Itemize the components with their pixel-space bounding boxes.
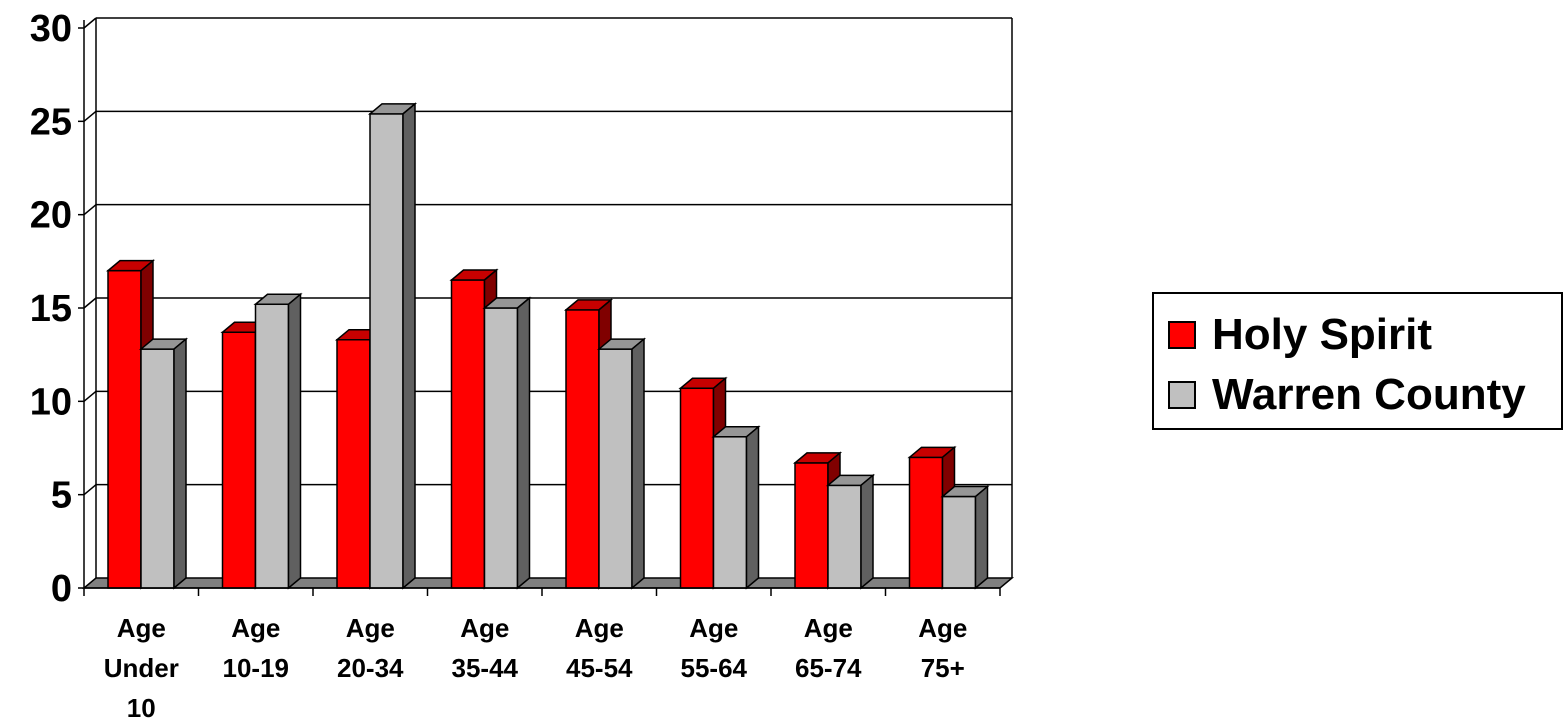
bar-front-holy-spirit-4 [565, 309, 600, 589]
bar-front-holy-spirit-0 [107, 269, 142, 589]
bar-front-warren-county-0 [140, 348, 175, 589]
y-tick-label-25: 25 [30, 101, 72, 143]
y-tick-label-0: 0 [51, 568, 72, 610]
x-tick-label-2: Age 20-34 [337, 613, 404, 683]
x-tick-label-7: Age 75+ [918, 613, 967, 683]
x-tick-label-line: Age [460, 613, 509, 643]
bar-side-warren-county-0 [173, 337, 187, 590]
bar-warren-county-5 [711, 425, 761, 590]
x-tick-label-line: Age [804, 613, 853, 643]
x-tick-label-line: 10-19 [223, 653, 290, 683]
plot-walls [81, 18, 1015, 589]
axes [78, 20, 1001, 596]
x-tick-label-4: Age 45-54 [566, 613, 633, 683]
bar-front-holy-spirit-2 [336, 338, 371, 589]
bar-side-warren-county-7 [974, 484, 989, 590]
gridline-side-5 [83, 484, 97, 496]
bar-side-warren-county-1 [287, 292, 302, 590]
gridline-side-10 [83, 390, 97, 402]
bars [105, 102, 990, 590]
legend-item-holy-spirit: Holy Spirit [1168, 310, 1432, 360]
legend-item-warren-county: Warren County [1168, 370, 1526, 420]
y-tick-label-20: 20 [30, 195, 72, 237]
bar-front-warren-county-6 [827, 484, 862, 589]
x-tick-label-line: 55-64 [681, 653, 748, 683]
y-tick-labels: 0 5 10 15 20 25 30 [30, 8, 72, 610]
bar-warren-county-6 [825, 473, 876, 590]
legend-label-holy-spirit: Holy Spirit [1212, 310, 1433, 359]
x-tick-label-1: Age 10-19 [223, 613, 290, 683]
x-tick-labels: Age Under 10 Age 10-19 Age 20-34 Age 35-44 Age 45-… [104, 613, 968, 723]
bar-front-warren-county-4 [598, 348, 633, 589]
bar-front-warren-county-1 [254, 303, 290, 589]
y-tick-label-30: 30 [30, 8, 72, 50]
bar-side-warren-county-3 [516, 296, 531, 590]
bar-front-warren-county-5 [712, 436, 748, 589]
bar-warren-county-0 [138, 337, 189, 590]
bar-side-warren-county-4 [631, 337, 645, 590]
bar-front-warren-county-7 [941, 495, 977, 589]
bar-warren-county-4 [596, 337, 647, 590]
bar-front-holy-spirit-5 [679, 387, 715, 589]
gridline-side-20 [83, 204, 97, 216]
bar-warren-county-2 [367, 102, 418, 590]
gridline-side-30 [83, 17, 97, 29]
x-tick-label-line: Age [689, 613, 738, 643]
bar-side-warren-county-2 [402, 102, 416, 590]
y-tick-label-5: 5 [51, 475, 72, 517]
y-tick-label-15: 15 [30, 288, 72, 330]
bar-front-holy-spirit-6 [794, 462, 829, 589]
x-tick-label-line: 65-74 [795, 653, 862, 683]
bar-warren-county-1 [253, 292, 303, 590]
x-tick-label-line: 20-34 [337, 653, 404, 683]
x-tick-label-line: 10 [127, 693, 156, 723]
legend: Holy Spirit Warren County [1152, 292, 1563, 430]
x-tick-label-0: Age Under 10 [104, 613, 179, 723]
legend-swatch-warren-county [1168, 381, 1196, 409]
x-tick-label-line: Under [104, 653, 179, 683]
x-tick-label-line: Age [918, 613, 967, 643]
legend-swatch-holy-spirit [1168, 321, 1196, 349]
x-tick-label-6: Age 65-74 [795, 613, 862, 683]
gridline-side-25 [83, 110, 97, 122]
x-tick-label-line: Age [117, 613, 166, 643]
x-tick-label-line: 75+ [921, 653, 965, 683]
x-tick-label-line: 45-54 [566, 653, 633, 683]
bar-front-holy-spirit-1 [221, 331, 257, 589]
x-tick-label-line: Age [346, 613, 395, 643]
x-tick-label-5: Age 55-64 [681, 613, 748, 683]
x-tick-label-line: Age [231, 613, 280, 643]
x-tick-label-line: 35-44 [452, 653, 519, 683]
bar-front-holy-spirit-7 [908, 456, 944, 589]
bar-front-warren-county-2 [369, 113, 404, 589]
bar-side-warren-county-6 [860, 473, 874, 590]
x-tick-label-line: Age [575, 613, 624, 643]
bar-warren-county-3 [482, 296, 532, 590]
bar-warren-county-7 [940, 484, 990, 590]
bar-front-warren-county-3 [483, 307, 519, 589]
gridline-side-15 [83, 297, 97, 309]
bar-side-warren-county-5 [745, 425, 760, 590]
legend-label-warren-county: Warren County [1212, 370, 1526, 419]
bar-front-holy-spirit-3 [450, 279, 486, 589]
y-tick-label-10: 10 [30, 381, 72, 423]
x-tick-label-3: Age 35-44 [452, 613, 519, 683]
